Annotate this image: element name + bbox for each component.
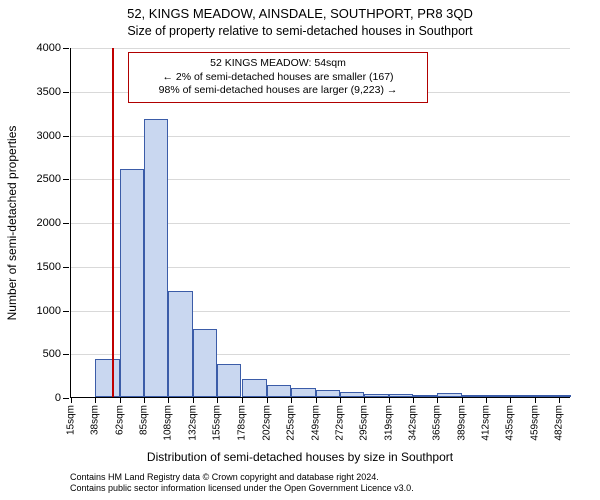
x-tick-label: 132sqm [188, 405, 199, 441]
y-tick [63, 136, 69, 137]
y-tick [63, 179, 69, 180]
x-tick [413, 397, 414, 403]
histogram-bar [559, 395, 571, 397]
y-tick-label: 0 [55, 392, 61, 404]
histogram-bar [267, 385, 291, 397]
x-tick-label: 85sqm [139, 405, 150, 435]
x-tick [168, 397, 169, 403]
footer-line-1: Contains HM Land Registry data © Crown c… [70, 472, 414, 483]
x-tick-label: 342sqm [408, 405, 419, 441]
y-tick-label: 3500 [37, 86, 61, 98]
x-tick-label: 108sqm [163, 405, 174, 441]
x-tick [510, 397, 511, 403]
histogram-bar [95, 359, 120, 398]
x-tick [462, 397, 463, 403]
chart-title-main: 52, KINGS MEADOW, AINSDALE, SOUTHPORT, P… [0, 6, 600, 21]
y-tick [63, 92, 69, 93]
x-tick-label: 272sqm [334, 405, 345, 441]
y-tick [63, 311, 69, 312]
histogram-bar [486, 395, 510, 397]
y-axis-label: Number of semi-detached properties [5, 126, 19, 321]
histogram-bar [340, 392, 364, 397]
x-tick [486, 397, 487, 403]
x-tick [559, 397, 560, 403]
y-tick [63, 398, 69, 399]
histogram-bar [242, 379, 267, 397]
histogram-bar [168, 291, 193, 397]
y-tick-label: 500 [43, 348, 61, 360]
x-tick-label: 459sqm [530, 405, 541, 441]
chart-title-sub: Size of property relative to semi-detach… [0, 24, 600, 38]
x-tick [291, 397, 292, 403]
x-tick [267, 397, 268, 403]
x-tick-label: 435sqm [505, 405, 516, 441]
y-tick [63, 354, 69, 355]
histogram-bar [120, 169, 144, 397]
x-tick [144, 397, 145, 403]
x-tick [389, 397, 390, 403]
x-tick-label: 225sqm [285, 405, 296, 441]
x-tick-label: 38sqm [90, 405, 101, 435]
x-tick [316, 397, 317, 403]
x-tick-label: 295sqm [358, 405, 369, 441]
histogram-bar [217, 364, 241, 397]
y-tick [63, 48, 69, 49]
y-tick [63, 223, 69, 224]
x-tick [120, 397, 121, 403]
x-tick-label: 412sqm [481, 405, 492, 441]
x-tick [535, 397, 536, 403]
histogram-chart: 52, KINGS MEADOW, AINSDALE, SOUTHPORT, P… [0, 0, 600, 500]
y-tick-label: 3000 [37, 130, 61, 142]
x-tick [340, 397, 341, 403]
histogram-bar [413, 395, 437, 397]
x-tick [437, 397, 438, 403]
y-tick-label: 4000 [37, 42, 61, 54]
histogram-bar [535, 395, 559, 397]
x-tick [242, 397, 243, 403]
histogram-bar [316, 390, 340, 397]
x-tick-label: 62sqm [115, 405, 126, 435]
x-tick [193, 397, 194, 403]
x-tick [95, 397, 96, 403]
histogram-bar [193, 329, 217, 397]
annotation-line-1: 52 KINGS MEADOW: 54sqm [137, 57, 419, 71]
x-tick-label: 178sqm [236, 405, 247, 441]
histogram-bar [291, 388, 316, 397]
marker-line [112, 48, 114, 397]
x-tick-label: 389sqm [457, 405, 468, 441]
chart-footer: Contains HM Land Registry data © Crown c… [70, 472, 414, 494]
y-tick [63, 267, 69, 268]
x-tick [364, 397, 365, 403]
y-tick-label: 2000 [37, 217, 61, 229]
annotation-line-2: ← 2% of semi-detached houses are smaller… [137, 71, 419, 85]
annotation-box: 52 KINGS MEADOW: 54sqm ← 2% of semi-deta… [128, 52, 428, 103]
histogram-bar [462, 395, 486, 397]
x-tick [217, 397, 218, 403]
histogram-bar [510, 395, 535, 397]
x-tick-label: 202sqm [261, 405, 272, 441]
histogram-bar [144, 119, 168, 397]
y-tick-label: 2500 [37, 173, 61, 185]
gridline [71, 48, 570, 49]
histogram-bar [389, 394, 413, 397]
histogram-bar [364, 394, 389, 398]
x-tick-label: 482sqm [554, 405, 565, 441]
y-tick-label: 1500 [37, 261, 61, 273]
y-tick-label: 1000 [37, 305, 61, 317]
x-tick [71, 397, 72, 403]
footer-line-2: Contains public sector information licen… [70, 483, 414, 494]
histogram-bar [437, 393, 462, 397]
x-tick-label: 319sqm [383, 405, 394, 441]
x-tick-label: 15sqm [66, 405, 77, 435]
x-tick-label: 249sqm [310, 405, 321, 441]
x-axis-label: Distribution of semi-detached houses by … [0, 450, 600, 464]
x-tick-label: 155sqm [212, 405, 223, 441]
annotation-line-3: 98% of semi-detached houses are larger (… [137, 84, 419, 98]
x-tick-label: 365sqm [432, 405, 443, 441]
